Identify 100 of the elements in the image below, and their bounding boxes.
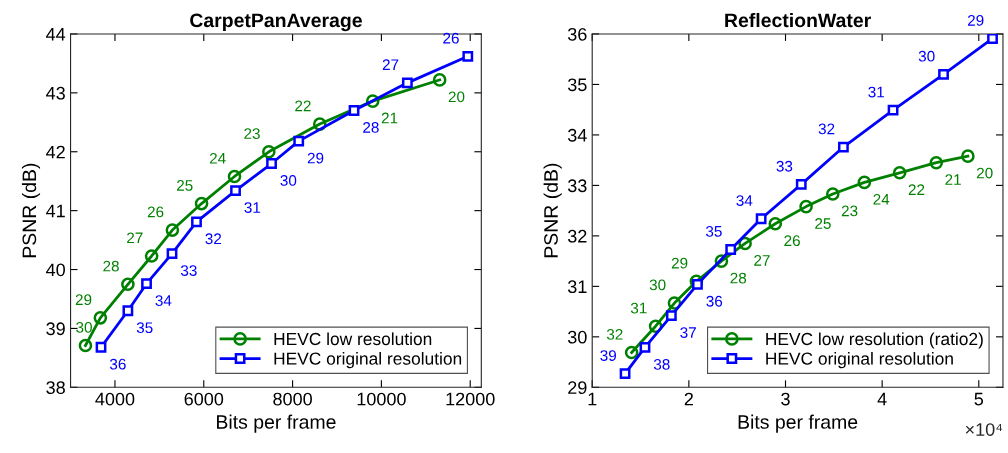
point [293, 135, 305, 147]
x-tick-label: 4 [877, 392, 887, 406]
annotation: 39 [600, 350, 617, 361]
annotation: 33 [776, 160, 793, 172]
annotation: 23 [841, 205, 858, 217]
y-tick-label: 34 [567, 128, 587, 142]
annotation: 25 [177, 180, 193, 191]
point [665, 310, 677, 322]
y-axis-title: PSNR (dB) [543, 163, 562, 258]
point [938, 68, 949, 80]
annotation: 31 [630, 302, 647, 314]
point [624, 345, 639, 360]
point [266, 158, 277, 169]
annotation: 30 [280, 175, 297, 186]
annotation: 27 [754, 254, 770, 266]
chart-title: CarpetPanAverage [190, 13, 362, 32]
annotation: 29 [307, 152, 324, 164]
x-tick-label: 12000 [446, 392, 495, 406]
y-tick-label: 44 [46, 28, 66, 41]
annotation: 25 [815, 218, 831, 229]
point [122, 305, 134, 317]
annotation: 35 [705, 225, 722, 237]
annotation: 32 [205, 233, 222, 245]
text: ×10⁴ [965, 423, 1003, 436]
annotation: 20 [448, 91, 465, 103]
annotation: 37 [680, 327, 696, 338]
annotation: 34 [736, 195, 753, 206]
annotation: 30 [76, 321, 92, 333]
legend-label: HEVC original resolution [274, 352, 462, 369]
y-tick-label: 42 [46, 145, 65, 159]
y-tick-label: 39 [46, 322, 65, 336]
point [755, 213, 767, 225]
annotation: 26 [784, 235, 800, 247]
point [165, 223, 180, 237]
legend-label: HEVC low resolution (ratio2) [766, 332, 983, 349]
annotation: 21 [381, 112, 398, 124]
point [95, 341, 107, 353]
point [227, 169, 242, 184]
point [929, 155, 944, 170]
annotation: 26 [147, 206, 164, 218]
point [961, 149, 975, 163]
y-tick-label: 30 [567, 330, 587, 344]
chart-title: ReflectionWater [725, 12, 871, 28]
annotation: 23 [244, 128, 260, 140]
point [141, 278, 152, 290]
y-tick-label: 33 [567, 179, 587, 193]
annotation: 29 [967, 14, 984, 26]
point [987, 33, 998, 44]
point [166, 248, 178, 260]
x-tick-label: 3 [781, 392, 790, 406]
point [191, 216, 202, 228]
annotation: 24 [209, 152, 226, 164]
annotation: 28 [363, 122, 379, 133]
annotation: 28 [103, 260, 119, 272]
annotation: 32 [818, 123, 835, 135]
annotation: 30 [649, 279, 666, 291]
point [432, 73, 447, 87]
annotation: 22 [908, 184, 925, 195]
point [725, 244, 737, 255]
point [194, 196, 209, 211]
point [692, 278, 703, 290]
annotation: 38 [653, 358, 670, 370]
annotation: 27 [382, 59, 399, 70]
y-tick-label: 36 [567, 27, 587, 41]
point [262, 144, 276, 159]
annotation: 32 [606, 328, 623, 340]
annotation: 31 [868, 86, 884, 98]
annotation: 21 [945, 174, 961, 185]
y-axis-title: PSNR (dB) [21, 163, 41, 258]
point [795, 178, 807, 190]
annotation: 20 [976, 167, 993, 179]
annotation: 27 [127, 232, 143, 244]
annotation: 34 [155, 295, 172, 306]
point [144, 249, 159, 263]
point [892, 165, 907, 180]
annotation: 29 [671, 257, 688, 269]
x-tick-label: 2 [684, 392, 693, 406]
annotation: 28 [730, 272, 747, 284]
point [93, 311, 108, 325]
y-tick-label: 35 [567, 78, 587, 92]
annotation: 36 [706, 295, 723, 307]
point [857, 175, 872, 190]
annotation: 22 [295, 100, 311, 112]
x-tick-label: 6000 [184, 392, 224, 406]
annotation: 24 [873, 193, 890, 205]
annotation: 26 [443, 32, 459, 44]
annotation: 31 [244, 202, 261, 213]
point [401, 77, 413, 89]
x-tick-label: 8000 [273, 392, 312, 406]
y-tick-label: 41 [46, 204, 65, 218]
y-tick-label: 38 [46, 381, 65, 395]
y-tick-label: 32 [567, 229, 587, 243]
point [230, 185, 241, 197]
point [837, 141, 849, 153]
annotation: 35 [136, 322, 153, 334]
y-tick-label: 29 [568, 381, 587, 395]
point [78, 338, 93, 353]
x-tick-label: 4000 [95, 392, 135, 406]
annotation: 30 [918, 50, 935, 62]
point [639, 342, 651, 353]
